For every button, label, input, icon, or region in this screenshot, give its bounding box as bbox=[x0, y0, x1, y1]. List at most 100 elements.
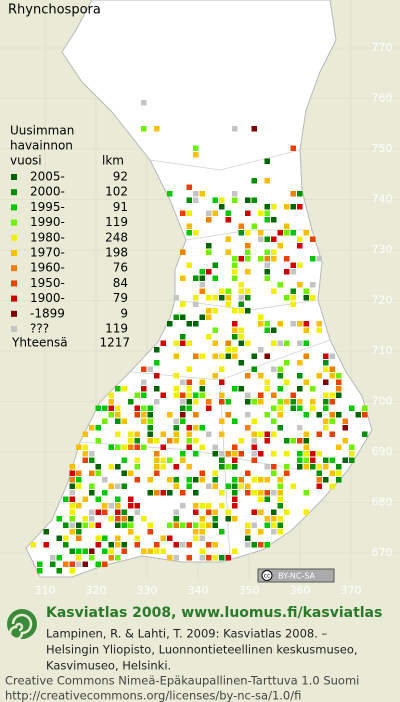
observation-square bbox=[271, 451, 277, 457]
observation-square bbox=[316, 327, 322, 333]
observation-square bbox=[186, 321, 192, 327]
observation-square bbox=[154, 542, 160, 548]
observation-square bbox=[173, 522, 179, 528]
observation-square bbox=[264, 431, 270, 437]
observation-square bbox=[264, 262, 270, 268]
observation-square bbox=[284, 470, 290, 476]
observation-square bbox=[232, 269, 238, 275]
observation-square bbox=[297, 451, 303, 457]
observation-square bbox=[303, 412, 309, 418]
observation-square bbox=[180, 334, 186, 340]
observation-square bbox=[290, 269, 296, 275]
observation-square bbox=[303, 230, 309, 236]
observation-square bbox=[277, 405, 283, 411]
observation-square bbox=[154, 548, 160, 554]
observation-square bbox=[238, 230, 244, 236]
observation-square bbox=[277, 243, 283, 249]
observation-square bbox=[342, 418, 348, 424]
observation-square bbox=[219, 288, 225, 294]
observation-square bbox=[225, 288, 231, 294]
observation-square bbox=[238, 360, 244, 366]
observation-square bbox=[134, 412, 140, 418]
observation-square bbox=[76, 503, 82, 509]
observation-square bbox=[128, 438, 134, 444]
observation-square bbox=[297, 191, 303, 197]
observation-square bbox=[115, 555, 121, 561]
observation-square bbox=[251, 366, 257, 372]
observation-square bbox=[297, 243, 303, 249]
citation-line: Lampinen, R. & Lahti, T. 2009: Kasviatla… bbox=[46, 627, 328, 641]
observation-square bbox=[154, 386, 160, 392]
observation-square bbox=[245, 308, 251, 314]
observation-square bbox=[232, 477, 238, 483]
observation-square bbox=[219, 431, 225, 437]
observation-square bbox=[206, 509, 212, 515]
observation-square bbox=[186, 405, 192, 411]
observation-square bbox=[154, 360, 160, 366]
observation-square bbox=[238, 223, 244, 229]
legend-count: 79 bbox=[113, 291, 128, 305]
observation-square bbox=[323, 405, 329, 411]
observation-square bbox=[43, 529, 49, 535]
observation-square bbox=[167, 522, 173, 528]
observation-square bbox=[245, 490, 251, 496]
observation-square bbox=[193, 145, 199, 151]
observation-square bbox=[206, 295, 212, 301]
observation-square bbox=[329, 431, 335, 437]
observation-square bbox=[76, 522, 82, 528]
observation-square bbox=[193, 301, 199, 307]
observation-square bbox=[154, 470, 160, 476]
observation-square bbox=[284, 223, 290, 229]
observation-square bbox=[199, 555, 205, 561]
observation-square bbox=[271, 256, 277, 262]
observation-square bbox=[303, 444, 309, 450]
observation-square bbox=[303, 451, 309, 457]
observation-square bbox=[180, 249, 186, 255]
observation-square bbox=[108, 405, 114, 411]
legend-count: 102 bbox=[105, 185, 128, 199]
observation-square bbox=[141, 548, 147, 554]
observation-square bbox=[219, 464, 225, 470]
observation-square bbox=[284, 451, 290, 457]
observation-square bbox=[160, 444, 166, 450]
observation-square bbox=[69, 503, 75, 509]
observation-square bbox=[180, 392, 186, 398]
observation-square bbox=[180, 301, 186, 307]
observation-square bbox=[89, 457, 95, 463]
legend-swatch bbox=[11, 219, 17, 226]
observation-square bbox=[121, 548, 127, 554]
observation-square bbox=[160, 464, 166, 470]
observation-square bbox=[264, 236, 270, 242]
observation-square bbox=[115, 444, 121, 450]
observation-square bbox=[89, 425, 95, 431]
observation-square bbox=[212, 542, 218, 548]
y-coordinate-label: 670 bbox=[372, 546, 393, 559]
observation-square bbox=[154, 464, 160, 470]
legend-label: 1950- bbox=[30, 276, 65, 290]
observation-square bbox=[245, 529, 251, 535]
observation-square bbox=[147, 405, 153, 411]
observation-squares bbox=[30, 100, 368, 574]
observation-square bbox=[154, 451, 160, 457]
observation-square bbox=[349, 444, 355, 450]
observation-square bbox=[284, 438, 290, 444]
observation-square bbox=[316, 451, 322, 457]
observation-square bbox=[160, 457, 166, 463]
observation-square bbox=[238, 386, 244, 392]
observation-square bbox=[199, 275, 205, 281]
observation-square bbox=[134, 438, 140, 444]
citation-line: Kasvimuseo, Helsinki. bbox=[46, 659, 171, 673]
observation-square bbox=[43, 542, 49, 548]
observation-square bbox=[290, 301, 296, 307]
observation-square bbox=[290, 483, 296, 489]
observation-square bbox=[310, 282, 316, 288]
observation-square bbox=[199, 477, 205, 483]
observation-square bbox=[180, 451, 186, 457]
observation-square bbox=[199, 282, 205, 288]
observation-square bbox=[76, 529, 82, 535]
observation-square bbox=[141, 366, 147, 372]
observation-square bbox=[108, 464, 114, 470]
observation-square bbox=[232, 197, 238, 203]
observation-square bbox=[199, 288, 205, 294]
observation-square bbox=[277, 503, 283, 509]
